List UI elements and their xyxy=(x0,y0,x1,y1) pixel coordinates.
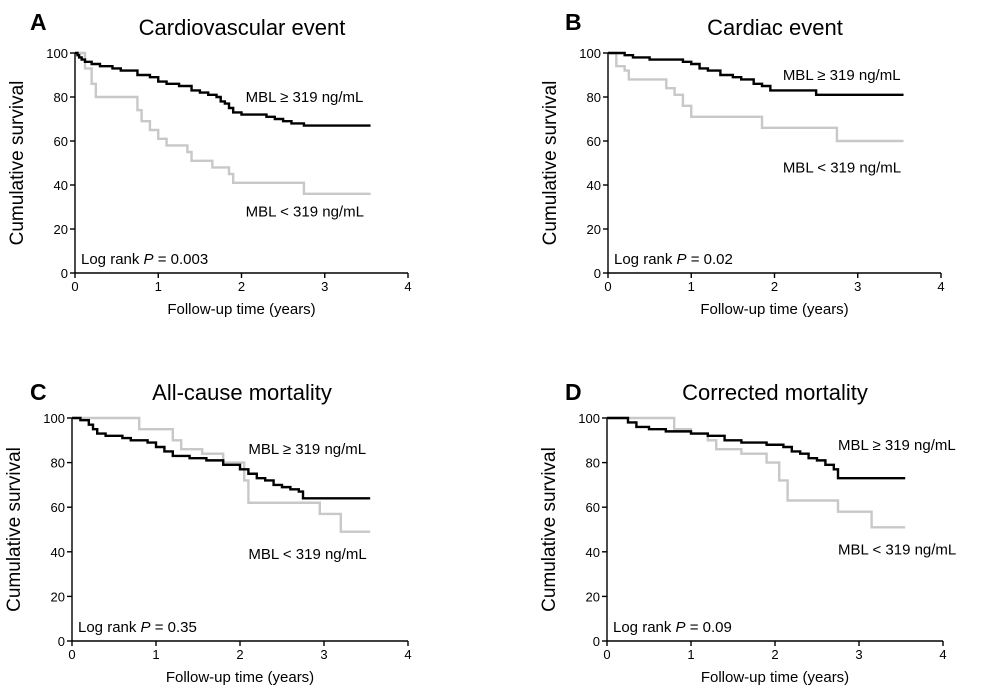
annotation-p-symbol: P xyxy=(677,251,687,268)
y-tick-label: 40 xyxy=(54,178,68,193)
chart-panel-b: B Cardiac event 0 20 40 60 80 100 0 1 2 3 4 Follow-up… xyxy=(540,9,945,318)
y-tick-label: 60 xyxy=(54,134,68,149)
y-tick-label: 20 xyxy=(586,589,600,604)
x-tick-label: 0 xyxy=(604,279,611,294)
y-tick-label: 40 xyxy=(587,178,601,193)
series-label: MBL < 319 ng/mL xyxy=(248,546,366,563)
chart-title: Corrected mortality xyxy=(682,380,868,405)
annotation-prefix: Log rank xyxy=(613,619,676,636)
x-tick-label: 4 xyxy=(404,279,411,294)
x-axis-label: Follow-up time (years) xyxy=(700,301,848,318)
y-tick-label: 100 xyxy=(46,46,68,61)
annotation-value: = 0.02 xyxy=(687,251,733,268)
y-tick-label: 20 xyxy=(587,222,601,237)
log-rank-annotation: Log rank P = 0.09 xyxy=(613,619,732,636)
series-line-0 xyxy=(608,51,904,96)
x-tick-label: 4 xyxy=(939,647,946,662)
annotation-prefix: Log rank xyxy=(81,251,144,268)
x-tick-label: 3 xyxy=(854,279,861,294)
x-axis-label: Follow-up time (years) xyxy=(166,669,314,686)
x-tick-label: 1 xyxy=(688,279,695,294)
y-tick-label: 20 xyxy=(54,222,68,237)
x-tick-label: 2 xyxy=(771,647,778,662)
y-tick-label: 100 xyxy=(43,411,65,426)
series-label: MBL ≥ 319 ng/mL xyxy=(248,441,366,458)
series-line-1 xyxy=(607,416,906,529)
y-tick-label: 100 xyxy=(579,46,601,61)
x-tick-label: 0 xyxy=(603,647,610,662)
y-tick-label: 80 xyxy=(586,456,600,471)
y-tick-label: 20 xyxy=(51,589,65,604)
y-tick-label: 80 xyxy=(51,456,65,471)
series-label: MBL ≥ 319 ng/mL xyxy=(838,437,956,454)
series-label: MBL ≥ 319 ng/mL xyxy=(246,89,364,106)
annotation-value: = 0.35 xyxy=(151,619,197,636)
y-axis-label: Cumulative survival xyxy=(539,447,560,612)
x-tick-label: 2 xyxy=(238,279,245,294)
annotation-p-symbol: P xyxy=(676,619,686,636)
panel-letter: B xyxy=(565,9,582,35)
x-tick-label: 0 xyxy=(68,647,75,662)
x-axis-label: Follow-up time (years) xyxy=(701,669,849,686)
panel-letter: A xyxy=(30,9,47,35)
series-line-1 xyxy=(75,51,371,195)
x-tick-label: 3 xyxy=(855,647,862,662)
annotation-prefix: Log rank xyxy=(614,251,677,268)
y-tick-label: 0 xyxy=(593,634,600,649)
x-tick-label: 4 xyxy=(937,279,944,294)
log-rank-annotation: Log rank P = 0.35 xyxy=(78,619,197,636)
y-tick-label: 80 xyxy=(587,90,601,105)
series-line-1 xyxy=(608,51,904,143)
series-label: MBL < 319 ng/mL xyxy=(838,542,956,559)
annotation-p-symbol: P xyxy=(144,251,154,268)
panel-letter: D xyxy=(565,379,582,405)
series-label: MBL < 319 ng/mL xyxy=(783,159,901,176)
series-line-0 xyxy=(607,416,906,480)
y-tick-label: 40 xyxy=(51,545,65,560)
chart-panel-a: A Cardiovascular event 0 20 40 60 80 100 0 1 2 3 4 Fo… xyxy=(7,9,412,318)
x-tick-label: 2 xyxy=(236,647,243,662)
y-tick-label: 60 xyxy=(51,500,65,515)
y-tick-label: 60 xyxy=(587,134,601,149)
y-tick-label: 100 xyxy=(578,411,600,426)
y-tick-label: 0 xyxy=(58,634,65,649)
series-line-1 xyxy=(72,416,371,533)
chart-title: Cardiovascular event xyxy=(139,15,346,40)
x-tick-label: 3 xyxy=(321,279,328,294)
series-line-0 xyxy=(75,51,371,127)
x-tick-label: 1 xyxy=(152,647,159,662)
chart-panel-d: D Corrected mortality 0 20 40 60 80 100 0 1 2 3 4 Fol… xyxy=(539,379,956,686)
y-axis-label: Cumulative survival xyxy=(7,81,28,246)
x-axis-label: Follow-up time (years) xyxy=(167,301,315,318)
x-tick-label: 1 xyxy=(687,647,694,662)
annotation-prefix: Log rank xyxy=(78,619,141,636)
y-axis-label: Cumulative survival xyxy=(540,81,561,246)
chart-title: Cardiac event xyxy=(707,15,843,40)
y-axis-label: Cumulative survival xyxy=(4,447,25,612)
annotation-p-symbol: P xyxy=(141,619,151,636)
series-label: MBL ≥ 319 ng/mL xyxy=(783,67,901,84)
y-tick-label: 40 xyxy=(586,545,600,560)
x-tick-label: 1 xyxy=(155,279,162,294)
x-tick-label: 0 xyxy=(71,279,78,294)
y-tick-label: 80 xyxy=(54,90,68,105)
x-tick-label: 4 xyxy=(404,647,411,662)
chart-panel-c: C All-cause mortality 0 20 40 60 80 100 0 1 2 3 4 Fol… xyxy=(4,379,412,686)
series-line-0 xyxy=(72,416,371,500)
y-tick-label: 60 xyxy=(586,500,600,515)
log-rank-annotation: Log rank P = 0.02 xyxy=(614,251,733,268)
x-tick-label: 3 xyxy=(320,647,327,662)
panel-letter: C xyxy=(30,379,47,405)
y-tick-label: 0 xyxy=(61,266,68,281)
annotation-value: = 0.09 xyxy=(686,619,732,636)
y-tick-label: 0 xyxy=(594,266,601,281)
series-label: MBL < 319 ng/mL xyxy=(246,203,364,220)
annotation-value: = 0.003 xyxy=(154,251,209,268)
chart-title: All-cause mortality xyxy=(152,380,332,405)
x-tick-label: 2 xyxy=(771,279,778,294)
log-rank-annotation: Log rank P = 0.003 xyxy=(81,251,208,268)
